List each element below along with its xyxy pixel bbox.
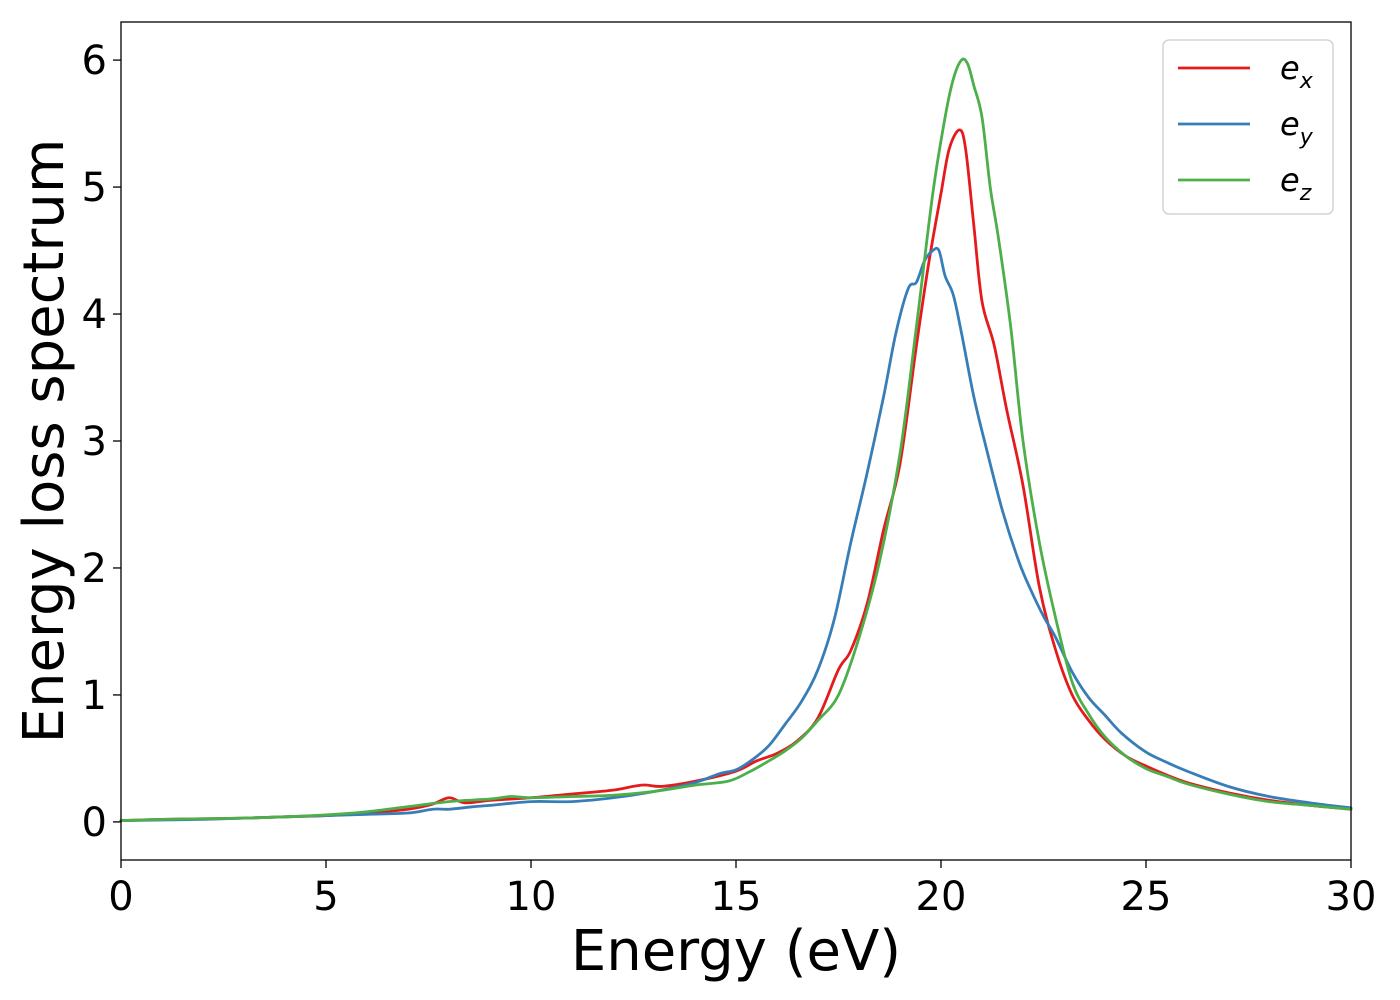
legend-label-ez: ez — [1280, 161, 1312, 206]
series-layer — [119, 57, 1353, 823]
x-tick-label: 10 — [506, 874, 557, 920]
y-tick-label: 5 — [82, 165, 107, 211]
x-tick-label: 5 — [313, 874, 338, 920]
x-tick-label: 25 — [1121, 874, 1172, 920]
legend-label-ex: ex — [1280, 49, 1314, 94]
y-tick-label: 3 — [82, 419, 107, 465]
ticks-layer: 0 5 10 15 20 25 30 0 1 2 3 4 5 6 — [82, 38, 1377, 920]
y-tick-label: 6 — [82, 38, 107, 84]
y-tick-label: 0 — [82, 800, 107, 846]
y-tick-label: 4 — [82, 292, 107, 338]
series-line-ex — [119, 128, 1353, 823]
series-line-ey — [119, 246, 1353, 823]
y-tick-label: 1 — [82, 673, 107, 719]
x-tick-label: 20 — [916, 874, 967, 920]
legend-box — [1162, 39, 1334, 215]
y-tick-label: 2 — [82, 546, 107, 592]
legend-label-ey: ey — [1280, 105, 1314, 150]
x-axis-label: Energy (eV) — [571, 919, 901, 984]
plot-background — [121, 22, 1351, 860]
legend: ex ey ez — [1162, 39, 1334, 215]
series-line-ez — [119, 57, 1353, 823]
x-tick-label: 30 — [1326, 874, 1377, 920]
x-tick-label: 0 — [108, 874, 133, 920]
x-tick-label: 15 — [711, 874, 762, 920]
y-axis-label: Energy loss spectrum — [12, 139, 77, 744]
